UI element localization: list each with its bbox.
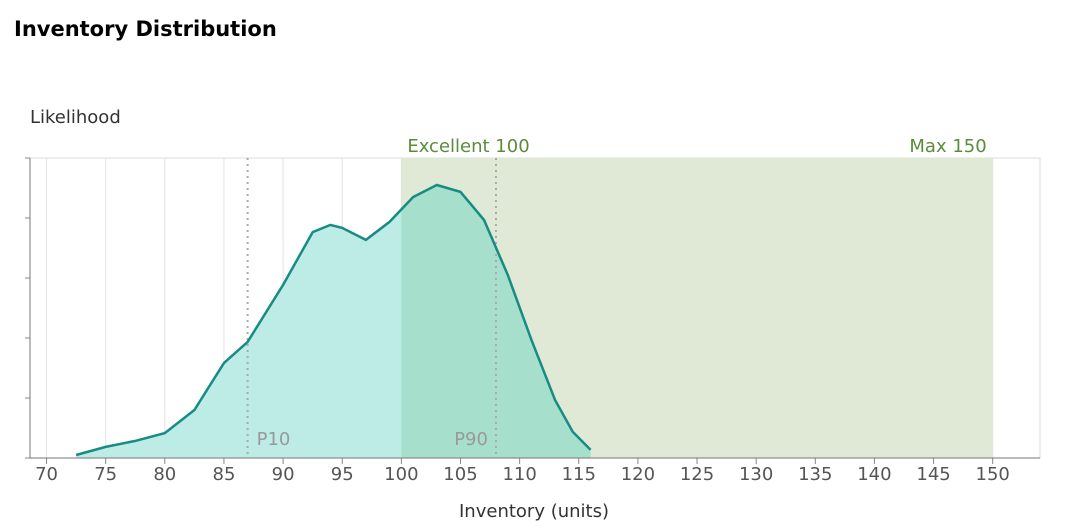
x-tick-label: 90 — [272, 464, 295, 485]
x-tick-label: 135 — [798, 464, 832, 485]
x-tick-label: 140 — [857, 464, 891, 485]
x-tick-label: 95 — [331, 464, 354, 485]
x-tick-label: 125 — [680, 464, 714, 485]
x-tick-label: 75 — [94, 464, 117, 485]
density-line — [75, 183, 592, 457]
x-tick-label: 105 — [443, 464, 477, 485]
x-tick-label: 80 — [153, 464, 176, 485]
x-tick-label: 100 — [384, 464, 418, 485]
x-tick-label: 115 — [562, 464, 596, 485]
reference-label: P10 — [257, 429, 291, 450]
band-annotation: Excellent 100 — [407, 136, 529, 157]
x-tick-label: 145 — [916, 464, 950, 485]
x-tick-label: 110 — [502, 464, 536, 485]
x-tick-label: 85 — [213, 464, 236, 485]
chart-title: Inventory Distribution — [14, 17, 277, 41]
x-tick-label: 150 — [976, 464, 1010, 485]
x-tick-label: 120 — [621, 464, 655, 485]
x-tick-label: 130 — [739, 464, 773, 485]
x-axis-label: Inventory (units) — [459, 501, 609, 522]
x-tick-label: 70 — [35, 464, 58, 485]
band-annotation: Max 150 — [909, 136, 986, 157]
y-axis-label: Likelihood — [30, 107, 121, 128]
reference-label: P90 — [454, 429, 488, 450]
